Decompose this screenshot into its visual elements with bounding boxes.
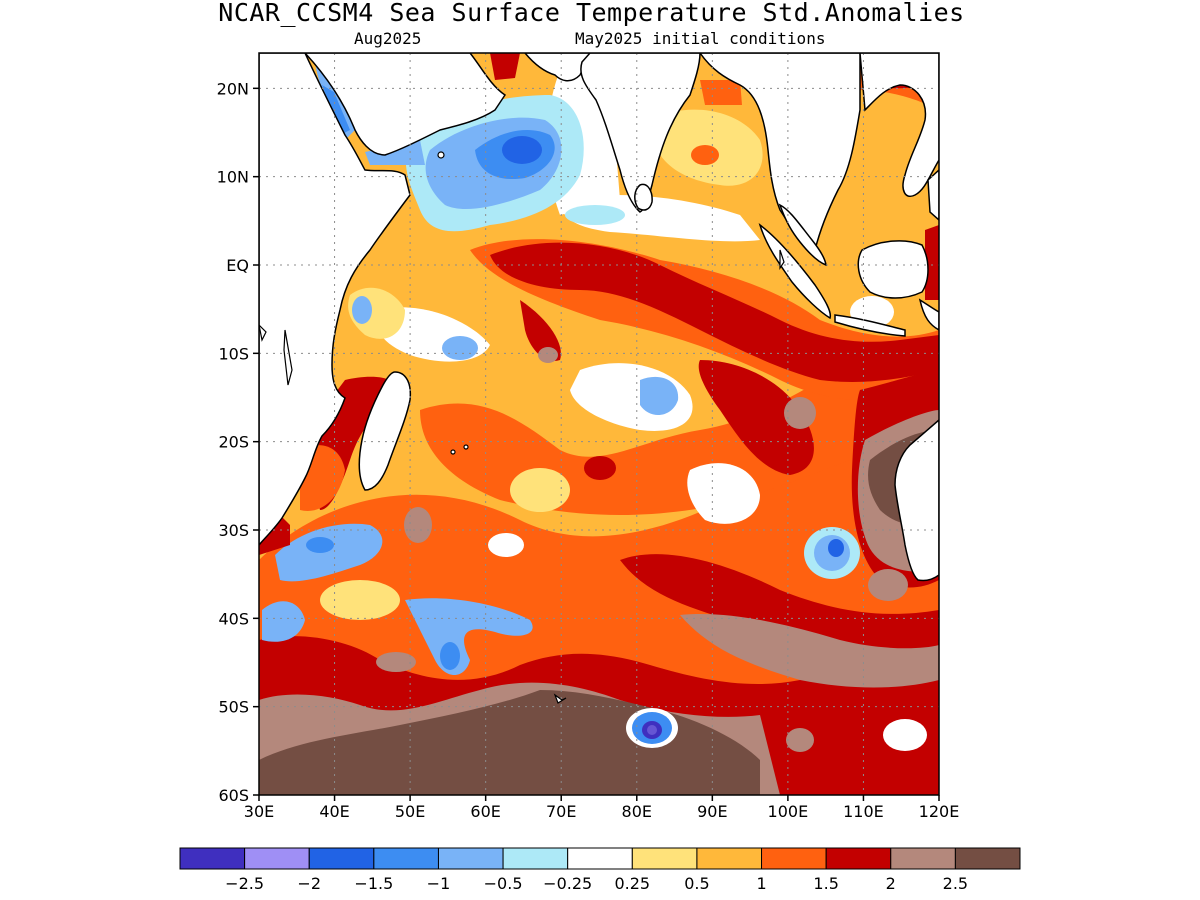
lat-tick-label: 10S [218, 344, 249, 363]
colorbar-swatch [179, 847, 246, 870]
colorbar-label: −0.5 [484, 874, 523, 893]
colorbar-swatch [631, 847, 698, 870]
land-overlay [259, 53, 939, 704]
lon-tick-label: 40E [319, 802, 349, 821]
colorbar-label: −2.5 [225, 874, 264, 893]
colorbar-label: 0.25 [614, 874, 650, 893]
colorbar-swatch [437, 847, 504, 870]
colorbar-label: 0.5 [684, 874, 709, 893]
colorbar-swatch [954, 847, 1021, 870]
axis-ticks: 30E 40E 50E 60E 70E 80E 90E 100E 110E 120E 20N 10N E… [217, 79, 960, 821]
colorbar-label: 2.5 [943, 874, 968, 893]
lon-tick-label: 90E [697, 802, 727, 821]
colorbar-swatch [373, 847, 439, 870]
colorbar-label: 1.5 [813, 874, 838, 893]
colorbar-swatch [761, 847, 827, 870]
lat-tick-label: 60S [218, 786, 249, 805]
lon-tick-label: 80E [622, 802, 652, 821]
colorbar-swatch [308, 847, 375, 870]
colorbar-swatch [567, 847, 633, 870]
lat-tick-label: 40S [218, 609, 249, 628]
colorbar-label: 2 [886, 874, 896, 893]
lat-tick-label: 50S [218, 698, 249, 717]
lat-tick-label: 30S [218, 521, 249, 540]
graticule [259, 53, 939, 795]
lon-tick-label: 50E [395, 802, 425, 821]
colorbar-swatch [244, 847, 310, 870]
lat-tick-label: 20S [218, 433, 249, 452]
lat-tick-label: 10N [217, 168, 249, 187]
colorbar-label: −1.5 [354, 874, 393, 893]
lon-tick-label: 70E [546, 802, 576, 821]
lon-tick-label: 110E [843, 802, 884, 821]
lon-tick-label: 30E [244, 802, 274, 821]
colorbar-label: −1 [427, 874, 451, 893]
init-conditions-label: May2025 initial conditions [575, 29, 826, 48]
colorbar-label: −0.25 [543, 874, 592, 893]
colorbar-swatch [502, 847, 569, 870]
lon-tick-label: 60E [470, 802, 500, 821]
lon-tick-label: 100E [768, 802, 809, 821]
colorbar-label: 1 [756, 874, 766, 893]
map-title: NCAR_CCSM4 Sea Surface Temperature Std.A… [218, 0, 965, 27]
map-frame [258, 52, 940, 796]
colorbar-swatch [696, 847, 763, 870]
lat-tick-label: EQ [226, 256, 249, 275]
lon-tick-label: 120E [919, 802, 960, 821]
valid-month-label: Aug2025 [354, 29, 422, 48]
colorbar: −2.5 −2 −1.5 −1 −0.5 −0.25 0.25 0.5 1 1.5 2 2.5 [179, 847, 1021, 893]
colorbar-swatch [825, 847, 892, 870]
colorbar-label: −2 [297, 874, 321, 893]
colorbar-swatch [890, 847, 956, 870]
lat-tick-label: 20N [217, 79, 249, 98]
